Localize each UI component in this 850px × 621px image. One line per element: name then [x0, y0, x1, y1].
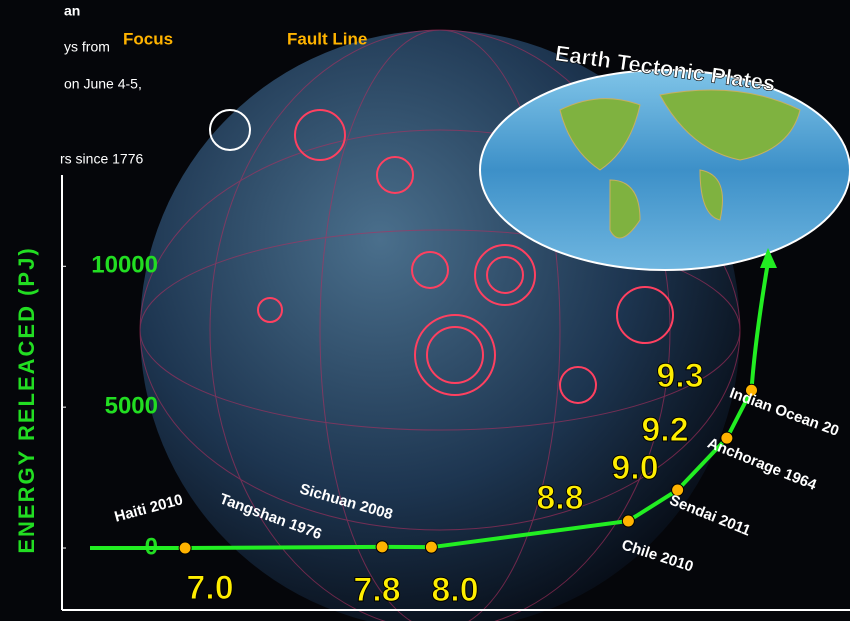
- text-fragment: on June 4-5,: [64, 76, 142, 92]
- magnitude-label: 9.0: [611, 449, 658, 487]
- y-tick-label: 10000: [91, 252, 158, 279]
- magnitude-label: 7.8: [353, 571, 400, 609]
- y-axis-label: ENERGY RELEACED (PJ): [14, 246, 39, 553]
- y-tick-label: 5000: [105, 392, 158, 419]
- text-fragment: rs since 1776: [60, 151, 143, 167]
- data-point: [178, 541, 192, 555]
- curve-arrow: [749, 261, 770, 391]
- continents: [559, 89, 801, 239]
- fault-line-label: Fault Line: [287, 29, 367, 48]
- magnitude-label: 8.0: [431, 571, 478, 609]
- data-point: [424, 540, 438, 554]
- data-point: [621, 514, 635, 528]
- data-point: [375, 540, 389, 554]
- data-point: [745, 383, 758, 397]
- magnitude-label: 7.0: [186, 569, 233, 607]
- data-point: [671, 483, 685, 497]
- text-fragment: an: [64, 3, 80, 19]
- magnitude-label: 8.8: [536, 479, 583, 517]
- focus-label: Focus: [123, 29, 173, 48]
- magnitude-label: 9.3: [656, 357, 703, 395]
- quake-rings: [209, 109, 674, 404]
- magnitude-label: 9.2: [641, 411, 688, 449]
- arrow-head: [760, 248, 777, 268]
- globe-grid: [139, 29, 741, 621]
- data-point: [720, 431, 734, 445]
- text-fragment: ys from: [64, 39, 110, 55]
